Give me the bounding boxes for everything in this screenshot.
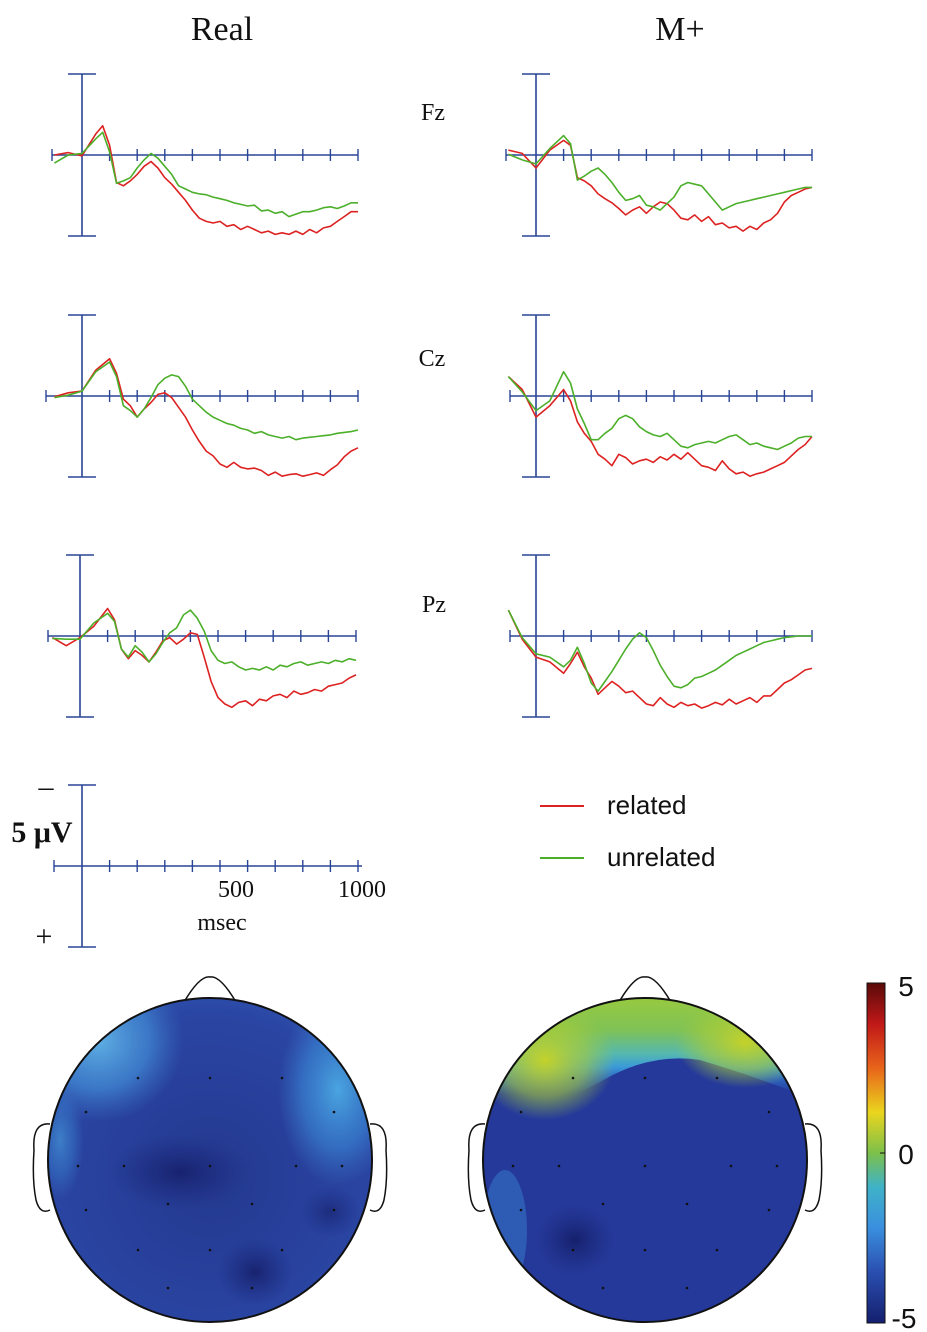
series-line-related <box>508 139 813 232</box>
electrode-dot <box>208 1248 212 1252</box>
colorbar-min-label: -5 <box>892 1303 917 1332</box>
column-title-mplus: M+ <box>655 11 704 48</box>
head-outline-real <box>47 997 373 1323</box>
electrode-dot <box>767 1208 771 1212</box>
electrode-label-fz: Fz <box>421 100 445 126</box>
legend-label-unrelated: unrelated <box>607 842 715 872</box>
electrode-dot <box>166 1286 170 1290</box>
electrode-dot <box>571 1076 575 1080</box>
topomap-mplus <box>467 976 823 1323</box>
electrode-dot <box>332 1208 336 1212</box>
erp-panel <box>507 314 813 478</box>
electrode-dot <box>767 1110 771 1114</box>
left-ear-real <box>32 1123 51 1212</box>
electrode-dot <box>76 1164 80 1168</box>
calibration-scale: – 5 μV + 500 1000 msec <box>11 770 386 953</box>
electrode-dot <box>643 1164 647 1168</box>
calibration-axes <box>53 784 362 948</box>
legend-label-related: related <box>607 790 687 820</box>
electrode-label-pz: Pz <box>422 592 446 618</box>
column-title-real: Real <box>191 11 253 48</box>
electrode-dot <box>84 1208 88 1212</box>
series-line-unrelated <box>508 134 812 211</box>
series-line-related <box>507 376 813 478</box>
electrode-dot <box>280 1076 284 1080</box>
topomap-real <box>32 976 388 1323</box>
electrode-dot <box>84 1110 88 1114</box>
electrode-dot <box>208 1076 212 1080</box>
electrode-dot <box>332 1110 336 1114</box>
erp-panel <box>45 314 359 478</box>
colorbar-mid-label: 0 <box>898 1139 914 1170</box>
right-ear-mplus <box>804 1123 823 1212</box>
electrode-dot <box>643 1076 647 1080</box>
electrode-dot <box>685 1286 689 1290</box>
electrode-dot <box>715 1076 719 1080</box>
series-line-unrelated <box>52 609 357 671</box>
electrode-dot <box>601 1202 605 1206</box>
electrode-dot <box>250 1286 254 1290</box>
erp-panel <box>507 554 813 718</box>
electrode-dot <box>643 1248 647 1252</box>
erp-panel <box>505 73 813 237</box>
series-line-related <box>54 125 358 236</box>
series-line-unrelated <box>507 370 812 451</box>
electrode-dot <box>122 1164 126 1168</box>
scale-plus-sign: + <box>36 920 53 953</box>
colorbar: 5 0 -5 <box>866 971 917 1332</box>
scale-minus-sign: – <box>38 770 55 803</box>
electrode-dot <box>729 1164 733 1168</box>
electrode-label-cz: Cz <box>419 346 446 372</box>
series-line-unrelated <box>53 131 358 218</box>
electrode-dot <box>280 1248 284 1252</box>
legend: related unrelated <box>540 790 715 872</box>
electrode-dot <box>715 1248 719 1252</box>
electrode-dot <box>685 1202 689 1206</box>
series-line-unrelated <box>507 609 812 692</box>
electrode-dot <box>557 1164 561 1168</box>
electrode-dot <box>571 1248 575 1252</box>
erp-panel <box>51 73 359 237</box>
scale-amplitude-label: 5 μV <box>11 816 73 849</box>
x-unit-label: msec <box>197 910 246 936</box>
electrode-dot <box>294 1164 298 1168</box>
erp-panels <box>45 73 813 718</box>
electrode-dot <box>136 1248 140 1252</box>
series-line-related <box>54 357 359 478</box>
electrode-dots-real <box>76 1076 344 1290</box>
nose-mplus <box>618 976 672 1003</box>
electrode-dot <box>511 1164 515 1168</box>
erp-panel <box>47 554 357 718</box>
series-line-related <box>507 609 813 709</box>
x-tick-500: 500 <box>218 877 254 903</box>
electrode-dot <box>775 1164 779 1168</box>
series-line-related <box>51 607 357 709</box>
electrode-dot <box>250 1202 254 1206</box>
series-line-unrelated <box>54 361 359 441</box>
electrode-dot <box>519 1110 523 1114</box>
right-ear-real <box>369 1123 388 1212</box>
electrode-dot <box>601 1286 605 1290</box>
colorbar-max-label: 5 <box>898 971 914 1002</box>
x-tick-1000: 1000 <box>338 877 386 903</box>
electrode-dot <box>519 1208 523 1212</box>
head-outline-mplus <box>482 997 808 1323</box>
nose-real <box>183 976 237 1003</box>
electrode-dot <box>208 1164 212 1168</box>
electrode-dot <box>136 1076 140 1080</box>
electrode-dot <box>340 1164 344 1168</box>
left-ear-mplus <box>467 1123 486 1212</box>
electrode-dot <box>166 1202 170 1206</box>
electrode-dots-mplus <box>511 1076 779 1290</box>
